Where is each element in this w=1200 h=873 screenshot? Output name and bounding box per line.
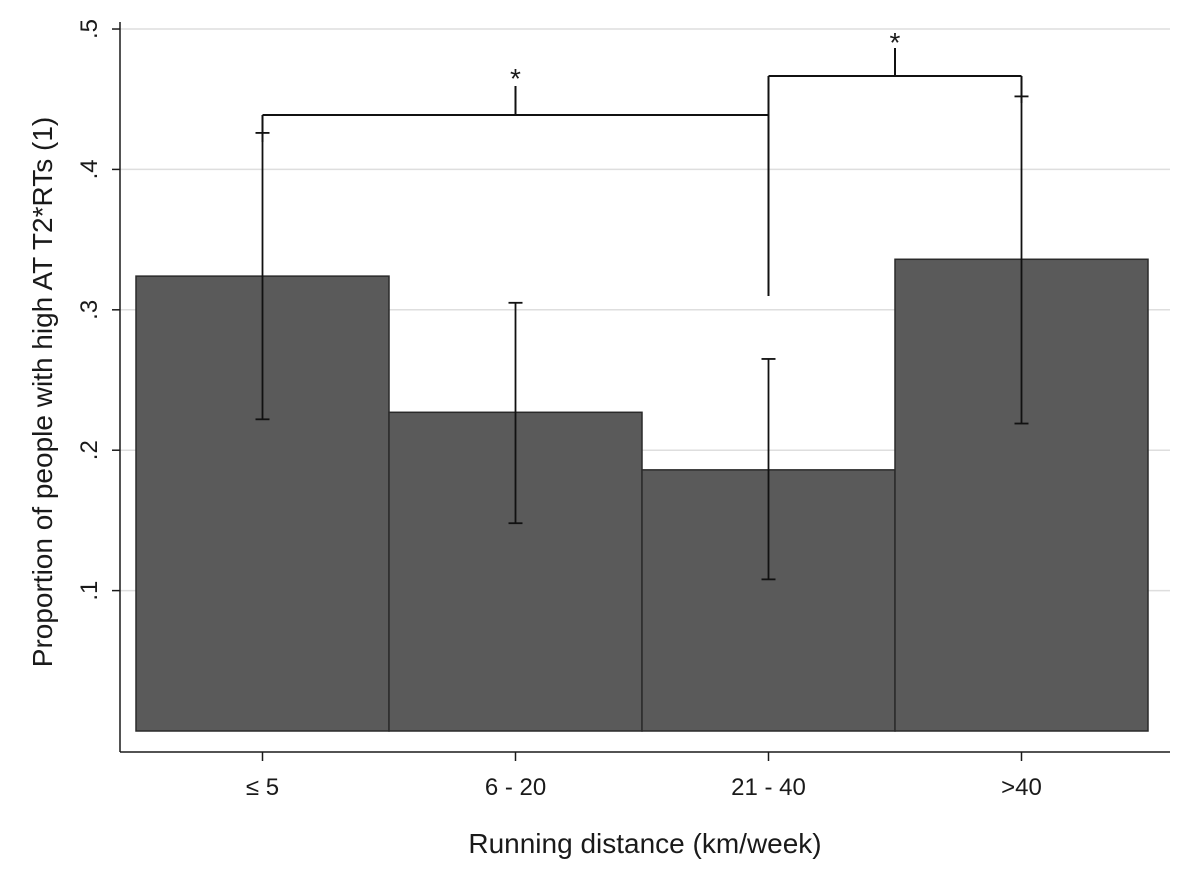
y-tick-label: .5 xyxy=(76,19,103,39)
significance-brackets: ** xyxy=(261,27,1023,296)
x-tick-label: ≤ 5 xyxy=(246,774,279,801)
x-tick-label: 6 - 20 xyxy=(485,774,546,801)
y-ticks: .1 .2 .3 .4 .5 xyxy=(76,19,120,601)
axes xyxy=(119,22,1170,753)
x-axis-title: Running distance (km/week) xyxy=(468,828,821,859)
significance-star: * xyxy=(890,27,901,58)
y-axis-title: Proportion of people with high AT T2*RTs… xyxy=(27,117,58,667)
bar xyxy=(388,411,643,732)
significance-star: * xyxy=(510,63,521,94)
x-tick-label: >40 xyxy=(1001,774,1042,801)
bars xyxy=(135,258,1149,732)
y-tick-label: .1 xyxy=(76,581,103,601)
y-tick-label: .3 xyxy=(76,300,103,320)
y-tick-label: .4 xyxy=(76,159,103,179)
x-ticks: ≤ 5 6 - 20 21 - 40 >40 xyxy=(246,752,1042,801)
error-bars xyxy=(255,95,1029,581)
x-tick-label: 21 - 40 xyxy=(731,774,806,801)
y-tick-label: .2 xyxy=(76,440,103,460)
